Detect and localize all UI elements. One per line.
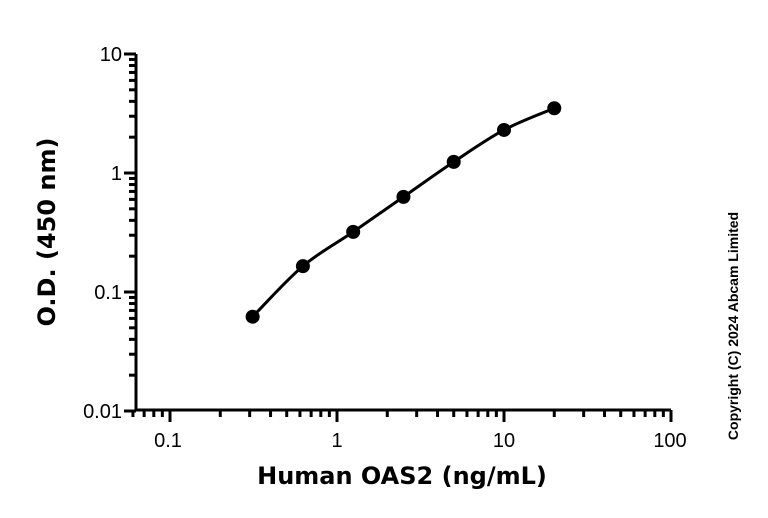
data-point: [245, 309, 260, 324]
x-tick-label: 1: [331, 430, 342, 452]
x-tick-label: 10: [493, 430, 515, 452]
x-tick-label: 0.1: [154, 430, 182, 452]
y-tick-label: 0.1: [94, 282, 122, 304]
data-point: [547, 101, 562, 116]
data-point: [396, 189, 411, 204]
y-axis-tick-labels: 10 1 0.1 0.01: [83, 44, 122, 423]
data-point: [346, 224, 361, 239]
x-tick-label: 100: [653, 430, 686, 452]
plot-area: [124, 52, 673, 422]
y-tick-label: 0.01: [83, 401, 122, 423]
x-axis-title: Human OAS2 (ng/mL): [257, 462, 547, 490]
y-axis-title: O.D. (450 nm): [33, 138, 61, 327]
x-axis-tick-labels: 0.1 1 10 100: [154, 430, 687, 452]
fit-curve: [251, 106, 555, 318]
data-point: [295, 259, 310, 274]
copyright-notice: Copyright (C) 2024 Abcam Limited: [725, 212, 741, 440]
data-point: [497, 122, 511, 137]
y-tick-label: 1: [111, 163, 122, 185]
y-tick-label: 10: [100, 44, 122, 66]
data-point: [446, 154, 461, 169]
